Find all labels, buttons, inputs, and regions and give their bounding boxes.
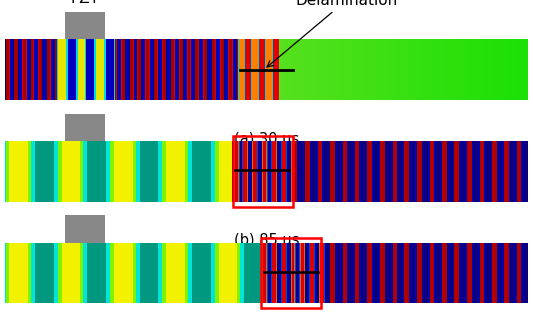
Text: PZT: PZT bbox=[70, 0, 100, 6]
Bar bbox=[261, 238, 321, 308]
Bar bbox=[66, 114, 104, 141]
Text: (b) 85 μs: (b) 85 μs bbox=[234, 233, 299, 248]
Bar bbox=[66, 215, 104, 243]
Text: (a) 30 μs: (a) 30 μs bbox=[234, 132, 299, 147]
Bar bbox=[66, 12, 104, 39]
Bar bbox=[232, 136, 293, 207]
Text: Delamination: Delamination bbox=[267, 0, 398, 67]
